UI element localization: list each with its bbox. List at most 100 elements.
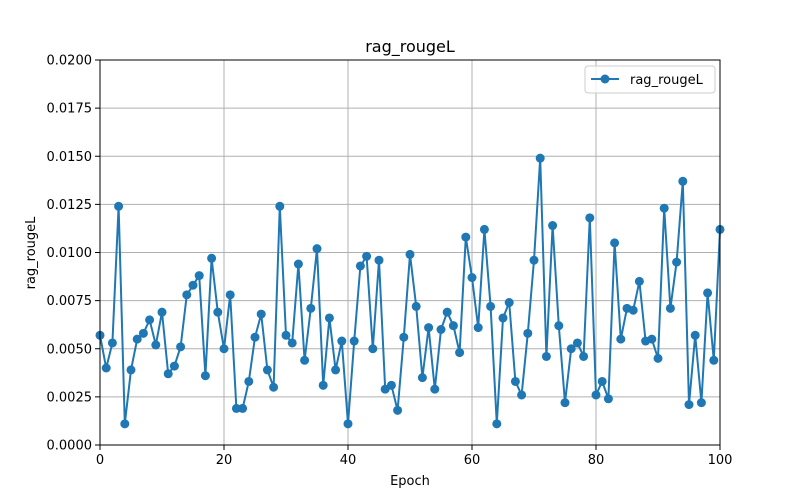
data-point (585, 213, 595, 223)
data-point (169, 361, 179, 371)
y-tick-label: 0.0150 (47, 150, 93, 165)
y-tick-label: 0.0175 (47, 102, 93, 117)
data-point (591, 390, 601, 400)
data-point (461, 232, 471, 242)
data-point (318, 380, 328, 390)
data-point (510, 376, 520, 386)
x-tick-label: 40 (340, 453, 357, 468)
data-point (324, 313, 334, 323)
data-point (696, 398, 706, 408)
y-tick-label: 0.0000 (47, 439, 93, 454)
data-point (417, 373, 427, 383)
y-tick-label: 0.0075 (47, 294, 93, 309)
data-point (331, 365, 341, 375)
data-point (572, 338, 582, 348)
data-point (430, 384, 440, 394)
data-point (182, 290, 192, 300)
data-point (579, 351, 589, 361)
data-point (548, 221, 558, 231)
data-point (436, 325, 446, 334)
data-point (132, 334, 142, 344)
data-point (541, 351, 551, 361)
data-point (486, 301, 496, 311)
data-point (684, 400, 694, 410)
y-tick-label: 0.0100 (47, 246, 93, 261)
data-point (566, 344, 576, 354)
y-tick-label: 0.0025 (47, 390, 93, 405)
data-point (653, 353, 663, 363)
data-point (151, 340, 161, 350)
data-point (176, 342, 186, 352)
data-point (424, 323, 434, 333)
data-point (665, 303, 675, 313)
data-point (628, 305, 638, 315)
data-point (269, 382, 279, 392)
data-point (275, 201, 285, 211)
y-tick-label: 0.0125 (47, 198, 93, 213)
data-point (349, 336, 359, 346)
x-tick-label: 20 (216, 453, 233, 468)
data-point (709, 355, 719, 365)
data-point (343, 419, 353, 429)
data-point (517, 390, 527, 400)
data-point (207, 253, 217, 263)
data-point (535, 153, 545, 163)
data-point (312, 244, 322, 254)
data-point (634, 276, 644, 286)
data-point (554, 321, 564, 331)
data-point (300, 355, 310, 365)
data-point (659, 203, 669, 213)
series-layer (95, 153, 725, 429)
x-tick-label: 80 (588, 453, 605, 468)
x-axis-label: Epoch (390, 474, 430, 489)
data-point (194, 271, 204, 281)
data-point (690, 330, 700, 340)
data-point (306, 303, 316, 313)
data-point (188, 280, 198, 290)
legend-marker-swatch (600, 74, 610, 84)
data-point (405, 249, 415, 259)
data-point (231, 403, 241, 413)
data-point (560, 398, 570, 408)
data-point (504, 298, 514, 308)
data-point (256, 309, 266, 319)
data-point (244, 376, 254, 386)
data-point (386, 380, 396, 390)
data-point (238, 403, 248, 413)
data-point (337, 336, 347, 346)
data-point (287, 338, 297, 348)
data-point (703, 288, 713, 298)
data-point (473, 323, 483, 333)
data-point (442, 307, 452, 317)
y-tick-label: 0.0200 (47, 54, 93, 69)
data-point (107, 338, 117, 348)
data-point (616, 334, 626, 344)
data-point (250, 332, 260, 342)
data-point (523, 328, 533, 338)
data-point (399, 332, 409, 342)
data-point (498, 313, 508, 323)
data-point (492, 419, 502, 429)
data-point (157, 307, 167, 317)
data-point (225, 290, 235, 300)
data-point (610, 238, 620, 248)
chart-title: rag_rougeL (365, 37, 455, 57)
data-point (529, 255, 539, 265)
data-point (368, 344, 378, 354)
data-point (455, 348, 465, 358)
data-point (393, 405, 403, 415)
data-point (126, 365, 136, 375)
x-tick-label: 0 (96, 453, 104, 468)
data-point (597, 376, 607, 386)
data-point (200, 371, 210, 381)
data-point (467, 273, 477, 283)
data-point (293, 259, 303, 269)
x-tick-label: 100 (708, 453, 733, 468)
data-point (114, 201, 124, 211)
data-point (479, 224, 489, 234)
data-point (120, 419, 130, 429)
data-point (355, 261, 365, 271)
y-axis-label: rag_rougeL (24, 216, 39, 290)
data-point (362, 251, 372, 261)
x-axis-ticks: 0 20 40 60 80 100 (96, 445, 733, 468)
